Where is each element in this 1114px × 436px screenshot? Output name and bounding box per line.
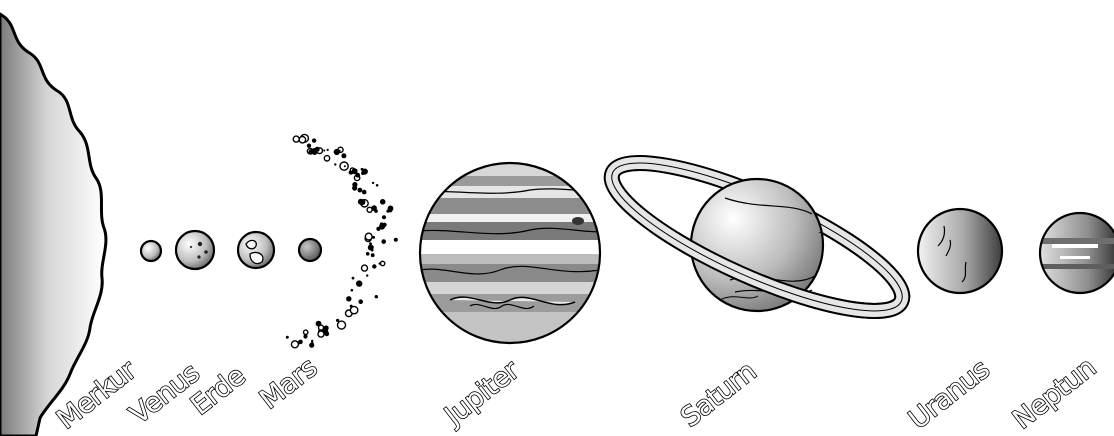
asteroid — [356, 280, 363, 287]
asteroid — [298, 135, 307, 144]
asteroid — [370, 253, 375, 258]
asteroid — [352, 185, 358, 191]
venus-planet — [174, 229, 216, 271]
asteroid — [370, 248, 374, 252]
asteroid — [359, 199, 366, 206]
asteroid — [372, 264, 377, 269]
asteroid — [303, 334, 308, 339]
asteroid — [393, 237, 398, 242]
asteroid — [387, 205, 394, 212]
asteroid — [350, 288, 354, 292]
asteroid — [326, 148, 329, 151]
asteroid — [290, 340, 300, 349]
asteroid — [366, 206, 373, 214]
asteroid — [382, 222, 387, 227]
label-saturn: Saturn — [675, 356, 762, 433]
label-jupiter: Jupiter — [438, 354, 526, 433]
asteroid — [351, 276, 355, 280]
asteroid — [311, 138, 317, 143]
asteroid — [292, 135, 300, 143]
asteroid — [360, 167, 364, 171]
asteroid — [341, 153, 347, 159]
asteroid — [369, 242, 372, 246]
asteroid — [336, 320, 347, 330]
asteroid — [361, 189, 367, 195]
asteroid — [311, 339, 314, 343]
asteroid-belt — [285, 133, 398, 349]
asteroid — [364, 232, 373, 241]
asteroid — [371, 181, 375, 185]
asteroid — [323, 154, 331, 162]
label-uranus: Uranus — [903, 354, 995, 436]
asteroid — [361, 171, 365, 176]
asteroid — [376, 226, 381, 231]
asteroid — [334, 163, 337, 166]
asteroid — [349, 305, 359, 315]
asteroid — [374, 295, 378, 299]
asteroid — [375, 184, 379, 187]
asteroid — [285, 335, 289, 339]
asteroid — [336, 318, 340, 322]
asteroid — [323, 328, 329, 335]
asteroid — [381, 239, 387, 244]
asteroid — [365, 252, 370, 256]
jupiter-planet — [418, 161, 602, 345]
asteroid — [360, 264, 369, 272]
asteroid — [355, 172, 361, 178]
asteroid — [351, 168, 358, 175]
asteroid — [308, 149, 314, 155]
asteroid — [379, 199, 386, 205]
asteroid — [317, 324, 325, 331]
earth-planet — [236, 230, 276, 270]
saturn-planet — [603, 155, 911, 319]
asteroid — [310, 341, 314, 345]
asteroid — [343, 165, 346, 168]
asteroid — [357, 187, 363, 193]
asteroid — [317, 330, 325, 338]
asteroid — [366, 274, 369, 277]
label-neptune: Neptun — [1007, 352, 1102, 435]
asteroid — [306, 143, 312, 148]
asteroid — [378, 262, 381, 265]
asteroid — [379, 260, 386, 267]
asteroid — [314, 146, 320, 152]
neptune-planet — [1038, 211, 1114, 295]
asteroid — [346, 296, 352, 302]
mars-planet — [297, 237, 323, 263]
asteroid — [323, 149, 326, 152]
mercury-planet — [139, 239, 163, 263]
asteroid — [358, 299, 364, 305]
asteroid — [297, 341, 301, 345]
uranus-planet — [916, 207, 1004, 295]
asteroid — [302, 329, 309, 336]
label-mars: Mars — [254, 352, 323, 415]
asteroid — [382, 215, 386, 220]
sun-surface — [0, 12, 108, 436]
asteroid — [315, 320, 322, 327]
asteroid — [333, 148, 340, 156]
